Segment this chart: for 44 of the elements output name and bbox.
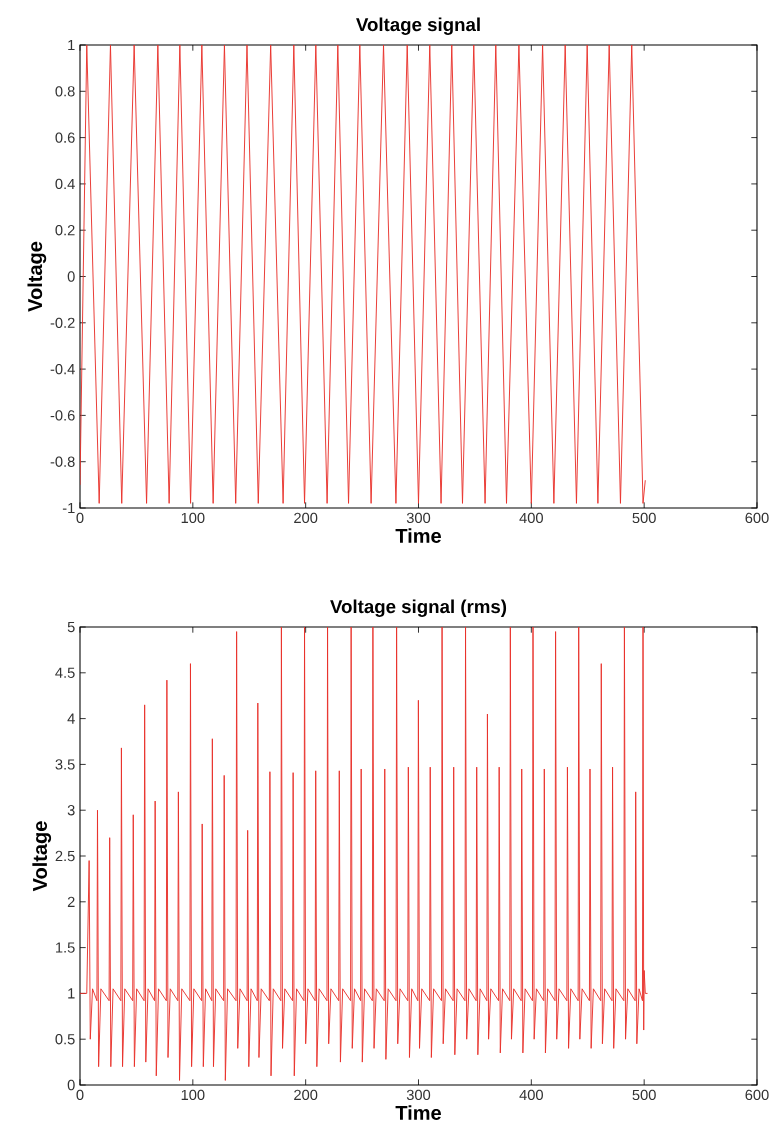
y-tick-label: 1 [68,39,75,51]
y-tick-label: 3 [67,805,75,816]
x-tick-label: 100 [181,512,205,524]
y-tick-label: -1 [62,502,75,514]
y-tick-label: -0.2 [50,317,75,328]
x-tick-label: 200 [294,512,318,524]
x-tick-label: 100 [181,1089,205,1101]
x-tick-label: 0 [76,512,84,524]
chart-title: Voltage signal (rms) [330,599,507,617]
y-tick-label: 2 [67,896,75,907]
x-tick-label: 500 [632,1089,656,1101]
y-tick-label: 4.5 [55,667,75,678]
x-tick-label: 200 [294,1089,318,1101]
y-tick-label: 1.5 [56,942,75,953]
y-tick-label: 0.5 [55,1034,75,1045]
y-tick-label: 2.5 [55,850,75,862]
y-axis-title: Voltage [32,821,52,892]
chart-title: Voltage signal [356,17,480,35]
y-tick-label: -0.4 [50,363,75,375]
y-tick-label: 4 [67,713,75,724]
x-axis-title: Time [395,1105,441,1120]
y-tick-label: 0.4 [55,178,75,190]
y-tick-label: -0.6 [50,410,75,421]
x-tick-label: 300 [406,1089,431,1101]
y-tick-label: 0.2 [55,225,75,236]
y-tick-label: 1 [68,988,75,999]
y-tick-label: 0.8 [55,86,75,97]
y-tick-label: 0.6 [55,132,75,143]
line-series [80,45,646,504]
x-tick-label: 400 [519,1089,543,1101]
x-tick-label: 600 [745,512,769,524]
x-tick-label: 0 [76,1089,84,1101]
y-tick-label: 5 [67,621,75,633]
x-tick-label: 500 [632,512,656,524]
x-axis-title: Time [395,528,441,543]
y-tick-label: 3.5 [55,759,75,770]
y-tick-label: -0.8 [50,456,75,467]
x-tick-label: 400 [519,512,543,524]
y-axis-title: Voltage [27,241,47,312]
line-series [80,627,649,1081]
y-tick-label: 0 [67,271,75,282]
y-tick-label: 0 [67,1079,75,1091]
x-tick-label: 600 [745,1089,769,1101]
x-tick-label: 300 [406,512,431,524]
